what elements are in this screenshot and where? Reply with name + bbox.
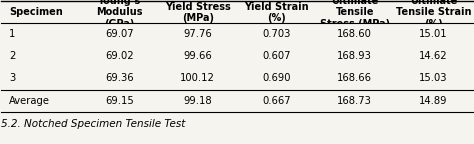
Text: 5.2. Notched Specimen Tensile Test: 5.2. Notched Specimen Tensile Test	[1, 119, 186, 129]
